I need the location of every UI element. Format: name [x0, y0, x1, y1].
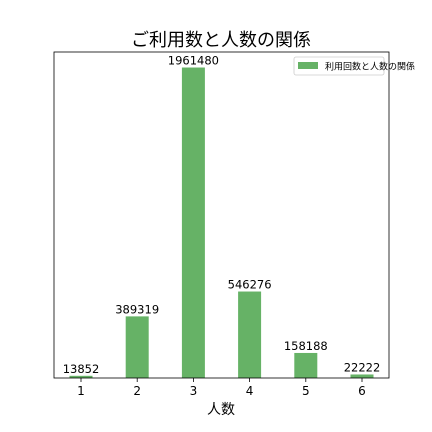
bar-5 [294, 352, 318, 378]
data-label-2: 389319 [115, 302, 159, 316]
data-label-4: 546276 [228, 278, 272, 292]
x-tick-label-2: 2 [133, 384, 141, 398]
data-label-1: 13852 [63, 362, 100, 376]
bar-6 [350, 374, 374, 378]
x-axis-label: 人数 [207, 402, 235, 418]
bar-4 [238, 291, 262, 378]
x-tick-label-4: 4 [246, 384, 254, 398]
data-label-3: 1961480 [168, 54, 219, 68]
plot-frame [53, 51, 390, 379]
legend-label: 利用回数と人数の関係 [325, 61, 415, 73]
data-label-6: 22222 [344, 360, 381, 374]
x-axis-ticks: 1 2 3 4 5 6 [77, 378, 366, 398]
plot-area: 13852 389319 1961480 546276 158188 22222 [63, 54, 381, 379]
bar-2 [125, 316, 149, 378]
data-label-5: 158188 [284, 339, 328, 353]
legend-swatch [298, 62, 318, 69]
x-tick-label-1: 1 [77, 384, 85, 398]
legend-box [293, 56, 385, 76]
x-tick-label-3: 3 [190, 384, 198, 398]
x-tick-label-5: 5 [302, 384, 310, 398]
chart-title: ご利用数と人数の関係 [131, 30, 311, 51]
legend: 利用回数と人数の関係 [293, 56, 415, 76]
x-tick-label-6: 6 [358, 384, 366, 398]
bar-1 [69, 375, 93, 378]
bar-3 [181, 67, 205, 379]
